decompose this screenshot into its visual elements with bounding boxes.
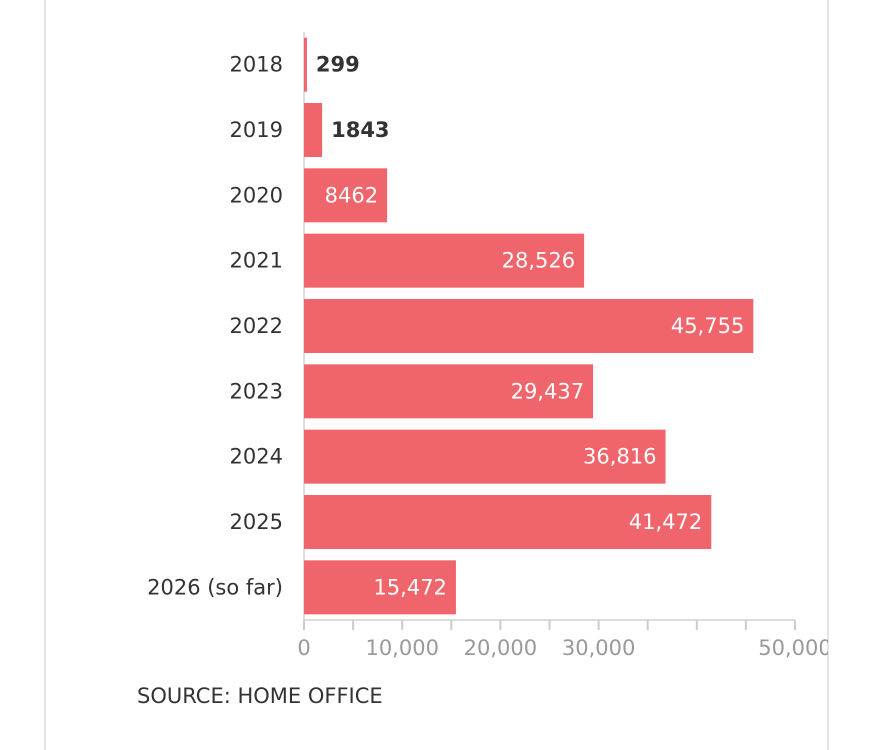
- x-tick-label: 30,000: [562, 636, 635, 660]
- x-tick-label: 50,000: [758, 636, 831, 660]
- value-label: 29,437: [511, 379, 584, 403]
- bar: [304, 168, 388, 223]
- bar: [304, 429, 666, 484]
- y-tick-label: 2022: [230, 314, 283, 338]
- value-label: 15,472: [373, 575, 446, 599]
- value-label: 299: [316, 53, 360, 77]
- x-tick-label: 0: [297, 636, 310, 660]
- bar: [304, 103, 323, 157]
- value-label: 1843: [331, 118, 389, 142]
- value-label: 41,472: [629, 510, 702, 534]
- bar: [304, 37, 307, 92]
- bar: [304, 233, 585, 288]
- bar: [304, 364, 594, 419]
- source: SOURCE: HOME OFFICE: [137, 684, 383, 708]
- y-tick-label: 2020: [230, 183, 283, 207]
- y-tick-label: 2024: [230, 445, 283, 469]
- bar: [304, 495, 712, 549]
- y-tick-label: 2018: [230, 53, 283, 77]
- x-tick-label: 10,000: [365, 636, 438, 660]
- y-tick-label: 2019: [230, 118, 283, 142]
- y-tick-label: 2021: [230, 249, 283, 273]
- value-label: 8462: [325, 183, 378, 207]
- value-label: 28,526: [502, 249, 575, 273]
- plot: 0 10,000 20,000 30,000 50,000 2018 299 2019 1843…: [147, 32, 831, 660]
- x-tick-label: 20,000: [464, 636, 537, 660]
- y-tick-label: 2025: [230, 510, 283, 534]
- bar: [304, 560, 456, 615]
- value-label: 45,755: [671, 314, 744, 338]
- value-label: 36,816: [583, 445, 656, 469]
- y-tick-label: 2026 (so far): [147, 575, 283, 599]
- y-tick-label: 2023: [230, 379, 283, 403]
- bar: [304, 299, 754, 353]
